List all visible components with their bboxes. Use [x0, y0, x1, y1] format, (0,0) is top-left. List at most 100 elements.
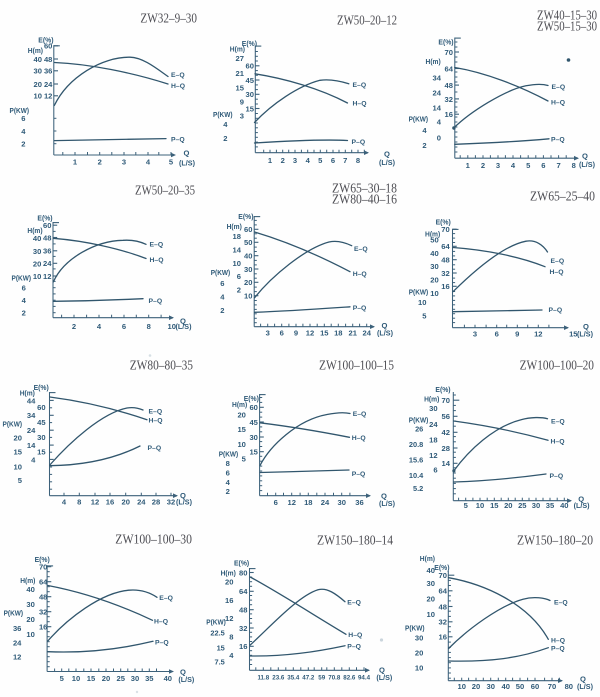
svg-text:36: 36 [13, 624, 21, 633]
svg-text:10: 10 [476, 501, 484, 510]
svg-text:E(%): E(%) [234, 558, 250, 567]
svg-text:26: 26 [415, 424, 423, 433]
svg-text:Q: Q [382, 321, 388, 330]
svg-text:50: 50 [430, 236, 438, 245]
svg-text:64: 64 [441, 242, 450, 251]
svg-text:H(m): H(m) [27, 226, 43, 235]
svg-text:24: 24 [429, 420, 438, 429]
svg-text:P–Q: P–Q [347, 644, 361, 651]
svg-text:64: 64 [445, 64, 454, 73]
svg-text:(L/S): (L/S) [379, 499, 396, 508]
svg-text:45: 45 [246, 76, 255, 85]
svg-text:H–Q: H–Q [348, 632, 362, 639]
svg-text:P–Q: P–Q [353, 305, 367, 312]
svg-text:36: 36 [355, 498, 363, 507]
svg-text:30: 30 [415, 633, 423, 642]
svg-text:(L/S): (L/S) [577, 329, 594, 338]
svg-text:P–Q: P–Q [551, 645, 565, 652]
svg-text:45: 45 [249, 418, 258, 427]
svg-text:E–Q: E–Q [150, 242, 164, 249]
svg-text:32: 32 [239, 624, 247, 633]
svg-text:ZW150–180–14: ZW150–180–14 [317, 533, 393, 548]
svg-text:6: 6 [22, 283, 26, 292]
svg-text:36: 36 [44, 67, 52, 76]
svg-text:P(KW): P(KW) [206, 618, 226, 627]
svg-text:H–Q: H–Q [550, 269, 564, 276]
svg-text:2: 2 [481, 161, 485, 170]
svg-text:ZW80–80–35: ZW80–80–35 [130, 358, 194, 373]
svg-text:34: 34 [433, 73, 442, 82]
svg-text:P(KW): P(KW) [409, 415, 429, 424]
svg-text:5: 5 [242, 455, 247, 464]
svg-text:H–Q: H–Q [353, 271, 367, 278]
svg-text:40: 40 [427, 566, 435, 575]
svg-text:E(%): E(%) [435, 385, 451, 394]
svg-text:H–Q: H–Q [171, 83, 185, 90]
svg-text:15: 15 [237, 425, 246, 434]
svg-text:20: 20 [237, 411, 245, 420]
svg-text:2: 2 [422, 141, 426, 150]
svg-text:2: 2 [237, 286, 241, 295]
svg-text:6: 6 [21, 114, 25, 123]
svg-text:9: 9 [240, 98, 244, 107]
svg-text:ZW65–30–18: ZW65–30–18 [332, 181, 397, 196]
svg-text:24: 24 [43, 259, 52, 268]
svg-text:(L/S): (L/S) [176, 498, 193, 507]
svg-text:14: 14 [27, 441, 36, 450]
svg-text:5.2: 5.2 [413, 484, 423, 493]
svg-text:70.8: 70.8 [328, 675, 341, 682]
svg-text:E–Q: E–Q [353, 411, 367, 418]
svg-text:48: 48 [445, 81, 453, 90]
svg-text:70: 70 [548, 682, 556, 691]
svg-text:50: 50 [244, 238, 252, 247]
svg-text:15: 15 [490, 501, 499, 510]
svg-text:E(%): E(%) [238, 212, 254, 221]
svg-text:ZW40–15–30: ZW40–15–30 [537, 8, 597, 23]
svg-text:4: 4 [31, 455, 36, 464]
svg-text:ZW50–20–12: ZW50–20–12 [337, 13, 397, 28]
svg-text:P–Q: P–Q [171, 136, 185, 143]
svg-text:60: 60 [246, 62, 254, 71]
svg-text:59: 59 [318, 675, 325, 682]
svg-text:4: 4 [220, 293, 225, 302]
svg-text:24: 24 [433, 89, 442, 98]
svg-text:(L/S): (L/S) [176, 322, 193, 331]
svg-text:27: 27 [236, 54, 244, 63]
svg-text:ZW50–20–35: ZW50–20–35 [135, 183, 195, 198]
svg-text:70: 70 [442, 396, 450, 405]
svg-text:3: 3 [496, 161, 500, 170]
svg-text:H(m): H(m) [232, 400, 248, 409]
svg-text:32: 32 [439, 618, 447, 627]
svg-text:15: 15 [14, 447, 23, 456]
svg-text:P(KW): P(KW) [10, 106, 30, 115]
svg-text:P–Q: P–Q [549, 307, 563, 314]
svg-text:2: 2 [22, 308, 26, 317]
svg-text:4: 4 [146, 158, 151, 167]
svg-text:Q: Q [379, 666, 385, 675]
svg-text:48: 48 [439, 602, 447, 611]
svg-text:4: 4 [511, 161, 516, 170]
svg-text:30: 30 [37, 433, 45, 442]
svg-text:2: 2 [21, 140, 25, 149]
svg-text:3: 3 [473, 329, 477, 338]
svg-text:20: 20 [415, 648, 423, 657]
svg-text:6: 6 [331, 156, 335, 165]
svg-text:30: 30 [26, 600, 34, 609]
svg-text:Q: Q [384, 150, 390, 159]
svg-text:6: 6 [122, 322, 126, 331]
svg-text:80: 80 [239, 568, 247, 577]
svg-text:48: 48 [441, 256, 449, 265]
svg-text:10: 10 [237, 440, 245, 449]
svg-text:6: 6 [274, 498, 278, 507]
svg-text:H(m): H(m) [424, 394, 440, 403]
svg-text:20: 20 [472, 682, 480, 691]
svg-text:4: 4 [21, 127, 26, 136]
svg-text:20: 20 [225, 578, 233, 587]
svg-text:E–Q: E–Q [551, 419, 565, 426]
svg-text:18: 18 [334, 328, 342, 337]
svg-text:34: 34 [27, 411, 36, 420]
svg-text:30: 30 [430, 262, 438, 271]
svg-text:14: 14 [233, 246, 242, 255]
svg-text:E(%): E(%) [244, 394, 260, 403]
svg-text:H(m): H(m) [426, 57, 442, 66]
